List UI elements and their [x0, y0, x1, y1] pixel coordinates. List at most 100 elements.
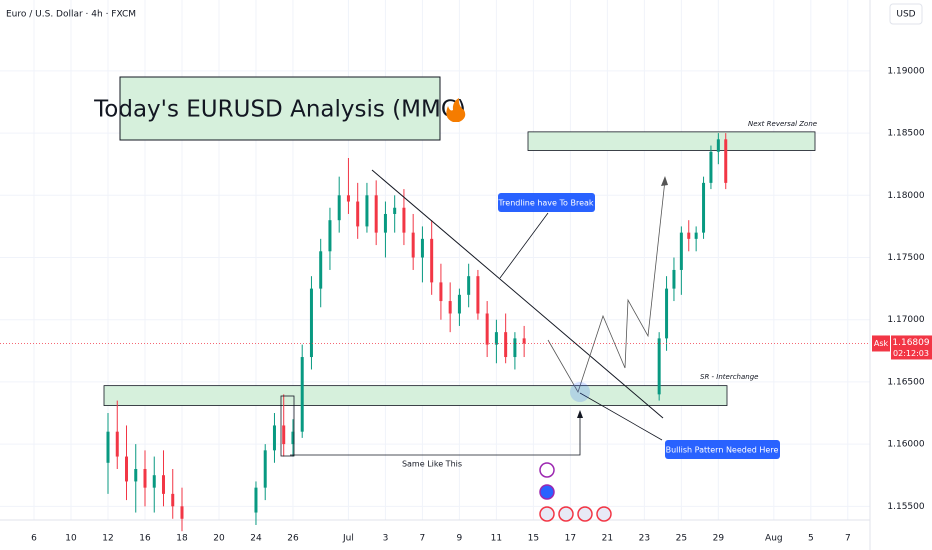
candle-body — [657, 338, 661, 395]
x-tick-label: 29 — [713, 534, 725, 544]
arrow-head — [577, 410, 583, 418]
icon — [596, 506, 612, 522]
candle-body — [374, 195, 378, 233]
candle-body — [309, 288, 313, 358]
x-tick-label: 3 — [383, 534, 389, 544]
annotation: Trendline have To Break — [497, 199, 593, 208]
x-tick-label: 17 — [565, 534, 576, 544]
candle-body — [180, 506, 184, 519]
candle-body — [467, 276, 471, 295]
x-tick-label: 9 — [457, 534, 463, 544]
candle-body — [115, 431, 119, 457]
annotation: Bullish Pattern Needed Here — [666, 446, 779, 455]
price-tag: Ask — [874, 339, 889, 348]
candle-body — [319, 251, 323, 289]
x-tick-label: Aug — [765, 534, 783, 544]
candle-body — [494, 332, 498, 345]
zone — [103, 385, 728, 406]
candle-body — [430, 238, 434, 283]
arrow-head — [661, 176, 668, 186]
pointer-line — [499, 212, 549, 279]
x-tick-label: 11 — [491, 534, 502, 544]
last-price-bg — [891, 335, 932, 360]
icon — [539, 484, 555, 500]
zones: Next Reversal Zone SR - Interchange — [103, 120, 817, 406]
candle-body — [383, 213, 387, 233]
candle-body — [716, 139, 720, 152]
candle-body — [125, 456, 129, 482]
candle-body — [300, 357, 304, 432]
last-price: 1.16809 — [892, 338, 929, 348]
candle-body — [291, 431, 295, 445]
candle-body — [393, 207, 397, 214]
annotation-box — [665, 440, 780, 459]
candle-body — [522, 338, 526, 344]
candle-body — [328, 220, 332, 252]
candle-body — [106, 431, 110, 463]
projection-path — [547, 179, 666, 393]
icon — [577, 506, 593, 522]
y-tick-label: 1.19000 — [887, 66, 924, 76]
candle-body — [282, 425, 286, 445]
candle-body — [448, 301, 452, 314]
x-tick-label: 7 — [420, 534, 426, 544]
event-icons — [539, 462, 612, 522]
trendline — [371, 169, 664, 419]
y-tick-label: 1.17000 — [887, 315, 924, 325]
candle-body — [346, 195, 350, 202]
candle-body — [679, 232, 683, 270]
candle-body — [694, 232, 698, 239]
icon — [539, 462, 555, 478]
candle-body — [504, 332, 508, 358]
candle-body — [702, 182, 706, 233]
x-tick-label: 21 — [602, 534, 613, 544]
candle-body — [513, 338, 517, 358]
axes: 1.19000 1.18500 1.18000 1.17500 1.17000 1.165… — [31, 66, 925, 543]
x-tick-label: Jul — [342, 534, 354, 544]
x-tick-label: 5 — [808, 534, 814, 544]
candle-body — [411, 232, 415, 258]
currency: USD — [896, 10, 915, 20]
countdown: 02:12:03 — [893, 349, 929, 358]
title-box — [119, 76, 441, 141]
candle-body — [134, 468, 138, 482]
zone — [527, 131, 816, 151]
x-tick-label: 23 — [639, 534, 650, 544]
pattern-box — [280, 395, 295, 457]
candle-body — [672, 269, 676, 289]
candle-body — [724, 139, 728, 183]
candle-body — [457, 294, 461, 314]
x-tick-label: 18 — [176, 534, 188, 544]
candle-body — [439, 282, 443, 302]
candle-body — [485, 313, 489, 345]
y-tick-label: 1.16500 — [887, 377, 924, 387]
x-tick-label: 24 — [250, 534, 262, 544]
x-tick-label: 15 — [528, 534, 539, 544]
y-tick-label: 1.16000 — [887, 440, 924, 450]
y-tick-label: 1.15500 — [887, 502, 924, 512]
y-tick-label: 1.18500 — [887, 129, 924, 139]
candles — [106, 133, 728, 532]
x-tick-label: 12 — [102, 534, 113, 544]
fire-icon — [446, 98, 466, 122]
x-tick-label: 25 — [676, 534, 687, 544]
annotation: Same Like This — [402, 460, 462, 469]
candle-body — [143, 468, 147, 488]
currency-box — [889, 3, 923, 25]
candle-body — [420, 238, 424, 258]
icon — [539, 506, 555, 522]
highlight-circle — [570, 382, 590, 402]
x-tick-label: 10 — [65, 534, 77, 544]
candle-body — [171, 493, 175, 507]
zone-label: Next Reversal Zone — [748, 120, 817, 128]
candle-body — [402, 207, 406, 233]
candle-body — [665, 288, 669, 339]
candle-body — [254, 487, 258, 513]
x-tick-label: 26 — [287, 534, 299, 544]
x-tick-label: 7 — [845, 534, 851, 544]
annotation-box — [498, 193, 595, 212]
candle-body — [365, 195, 369, 227]
candle-body — [476, 276, 480, 314]
x-tick-label: 6 — [31, 534, 37, 544]
title: Today's EURUSD Analysis (MMC) — [93, 97, 466, 123]
